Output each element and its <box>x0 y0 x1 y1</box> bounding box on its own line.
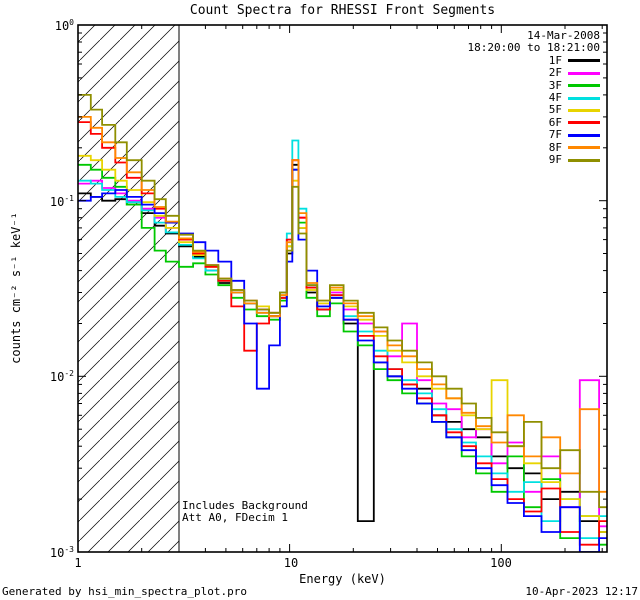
footer-generated-timestamp: 10-Apr-2023 12:17 <box>525 585 638 598</box>
legend-entry-label: 5F <box>548 103 562 117</box>
legend-entry-label: 1F <box>548 53 562 67</box>
legend-entry-label: 4F <box>548 90 562 104</box>
legend-entry-label: 9F <box>548 152 562 166</box>
legend-color-swatch <box>568 96 600 100</box>
legend-entry-4F: 4F <box>468 90 600 104</box>
legend-time-range: 18:20:00 to 18:21:00 <box>467 41 600 55</box>
legend-entry-7F: 7F <box>468 128 600 142</box>
legend-color-swatch <box>568 71 600 75</box>
legend-color-swatch <box>568 109 600 113</box>
legend-color-swatch <box>568 133 600 137</box>
x-tick-label-100: 100 <box>490 556 512 570</box>
legend-entry-label: 3F <box>548 78 562 92</box>
legend-entry-label: 2F <box>548 66 562 80</box>
y-axis-label: counts cm⁻² s⁻¹ keV⁻¹ <box>9 212 23 364</box>
y-tick-label-1e0: 100 <box>54 18 74 33</box>
y-tick-label-1e-3: 10-3 <box>49 545 74 560</box>
legend-color-swatch <box>568 84 600 88</box>
y-tick-label-1e-1: 10-1 <box>49 194 74 209</box>
legend-entry-6F: 6F <box>468 115 600 129</box>
y-tick-label-1e-2: 10-2 <box>49 369 74 384</box>
legend-entry-label: 6F <box>548 115 562 129</box>
series-9F-line <box>78 94 607 509</box>
legend-entry-3F: 3F <box>468 78 600 92</box>
legend-color-swatch <box>568 59 600 63</box>
legend-color-swatch <box>568 158 600 162</box>
legend-entry-2F: 2F <box>468 66 600 80</box>
plot-title: Count Spectra for RHESSI Front Segments <box>189 3 496 18</box>
legend-entry-9F: 9F <box>468 152 600 166</box>
x-tick-label-1: 1 <box>74 556 82 570</box>
legend: 14-Mar-2008 18:20:00 to 18:21:00 1F 2F 3… <box>467 29 600 166</box>
legend-entry-5F: 5F <box>468 103 600 117</box>
legend-entry-1F: 1F <box>468 53 600 67</box>
hatch-fill <box>78 25 179 552</box>
attenuator-hatch-region <box>78 25 180 552</box>
legend-color-swatch <box>568 146 600 150</box>
plot-frame <box>77 24 608 553</box>
spectra-series-lines <box>78 94 607 552</box>
footer-generator-note: Generated by hsi_min_spectra_plot.pro <box>2 585 248 598</box>
legend-entry-label: 7F <box>548 128 562 142</box>
legend-entry-label: 8F <box>548 140 562 154</box>
legend-entry-8F: 8F <box>468 140 600 154</box>
axes-frame-and-ticks <box>77 24 608 553</box>
legend-date: 14-Mar-2008 <box>527 29 600 42</box>
annotation-attenuator-state: Att A0, FDecim 1 <box>182 511 288 524</box>
legend-color-swatch <box>568 121 600 125</box>
x-tick-label-10: 10 <box>283 556 299 570</box>
annotation-includes-background: Includes Background <box>182 499 308 512</box>
x-axis-label: Energy (keV) <box>299 572 386 586</box>
